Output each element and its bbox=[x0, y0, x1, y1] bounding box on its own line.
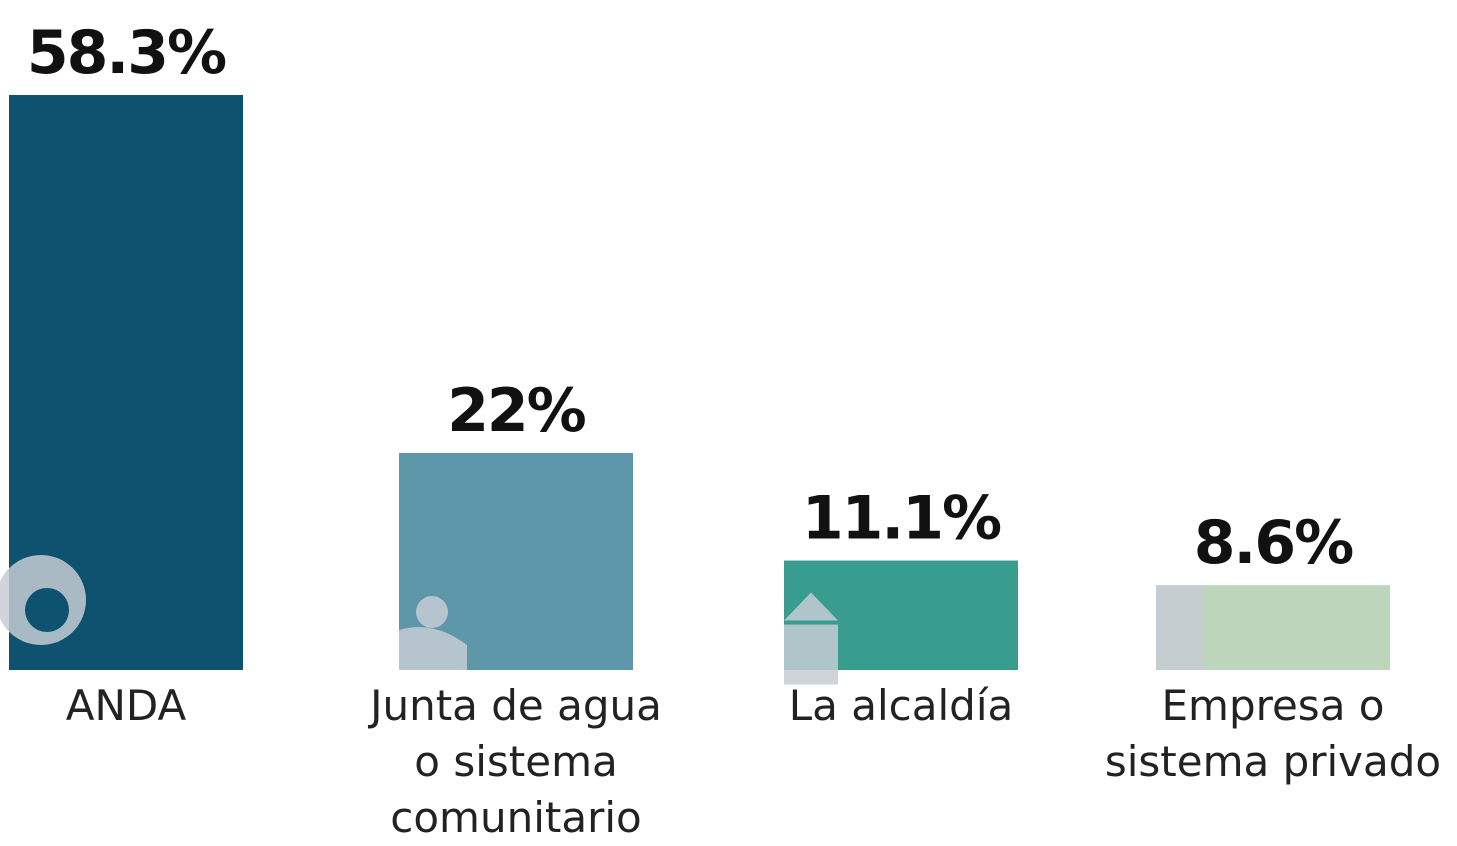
category-label: Empresa o sistema privado bbox=[1104, 681, 1442, 786]
category-label: ANDA bbox=[65, 681, 187, 730]
value-label: 58.3% bbox=[27, 18, 226, 88]
icon bbox=[1156, 585, 1204, 670]
icon bbox=[416, 596, 448, 628]
category-label: La alcaldía bbox=[788, 681, 1014, 730]
icon bbox=[784, 592, 838, 621]
icon bbox=[399, 627, 467, 670]
value-label: 11.1% bbox=[802, 484, 1001, 554]
value-label: 22% bbox=[447, 376, 585, 446]
value-label: 8.6% bbox=[1194, 508, 1353, 578]
category-label: Junta de agua o sistema comunitario bbox=[370, 681, 662, 842]
icon bbox=[784, 624, 838, 685]
icon bbox=[25, 588, 69, 632]
